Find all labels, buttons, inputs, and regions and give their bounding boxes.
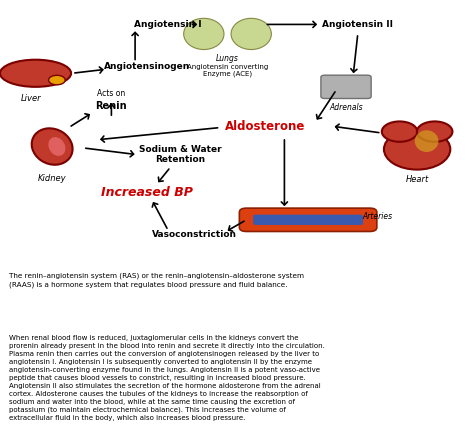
Ellipse shape [48, 75, 65, 85]
FancyBboxPatch shape [321, 75, 371, 98]
Text: Angiotensin converting
Enzyme (ACE): Angiotensin converting Enzyme (ACE) [187, 64, 268, 77]
Text: Renin: Renin [96, 101, 127, 111]
Text: Kidney: Kidney [38, 174, 66, 183]
Text: Angiotensin I: Angiotensin I [135, 20, 202, 29]
Ellipse shape [32, 128, 73, 165]
Text: Acts on: Acts on [97, 89, 126, 98]
Text: Lungs: Lungs [216, 54, 239, 63]
Text: Arteries: Arteries [363, 212, 393, 221]
Ellipse shape [231, 18, 271, 50]
Ellipse shape [417, 121, 452, 142]
Ellipse shape [184, 18, 224, 50]
Text: Heart: Heart [405, 175, 429, 184]
Text: When renal blood flow is reduced, juxtaglomerular cells in the kidneys convert t: When renal blood flow is reduced, juxtag… [9, 335, 325, 421]
Ellipse shape [0, 60, 71, 87]
Text: The renin–angiotensin system (RAS) or the renin–angiotensin–aldosterone system
(: The renin–angiotensin system (RAS) or th… [9, 273, 304, 287]
Text: Vasoconstriction: Vasoconstriction [152, 230, 237, 239]
Text: Adrenals: Adrenals [329, 103, 363, 112]
FancyBboxPatch shape [253, 215, 363, 225]
Text: Increased BP: Increased BP [101, 186, 193, 199]
FancyBboxPatch shape [239, 208, 377, 232]
Ellipse shape [382, 121, 418, 142]
Ellipse shape [415, 130, 438, 152]
Text: Sodium & Water
Retention: Sodium & Water Retention [139, 145, 221, 165]
Ellipse shape [48, 137, 65, 156]
Ellipse shape [384, 129, 450, 170]
Text: Aldosterone: Aldosterone [225, 120, 306, 133]
Text: Angiotensin II: Angiotensin II [322, 20, 393, 29]
Text: Angiotensinogen: Angiotensinogen [104, 62, 190, 71]
Text: Liver: Liver [20, 94, 41, 103]
